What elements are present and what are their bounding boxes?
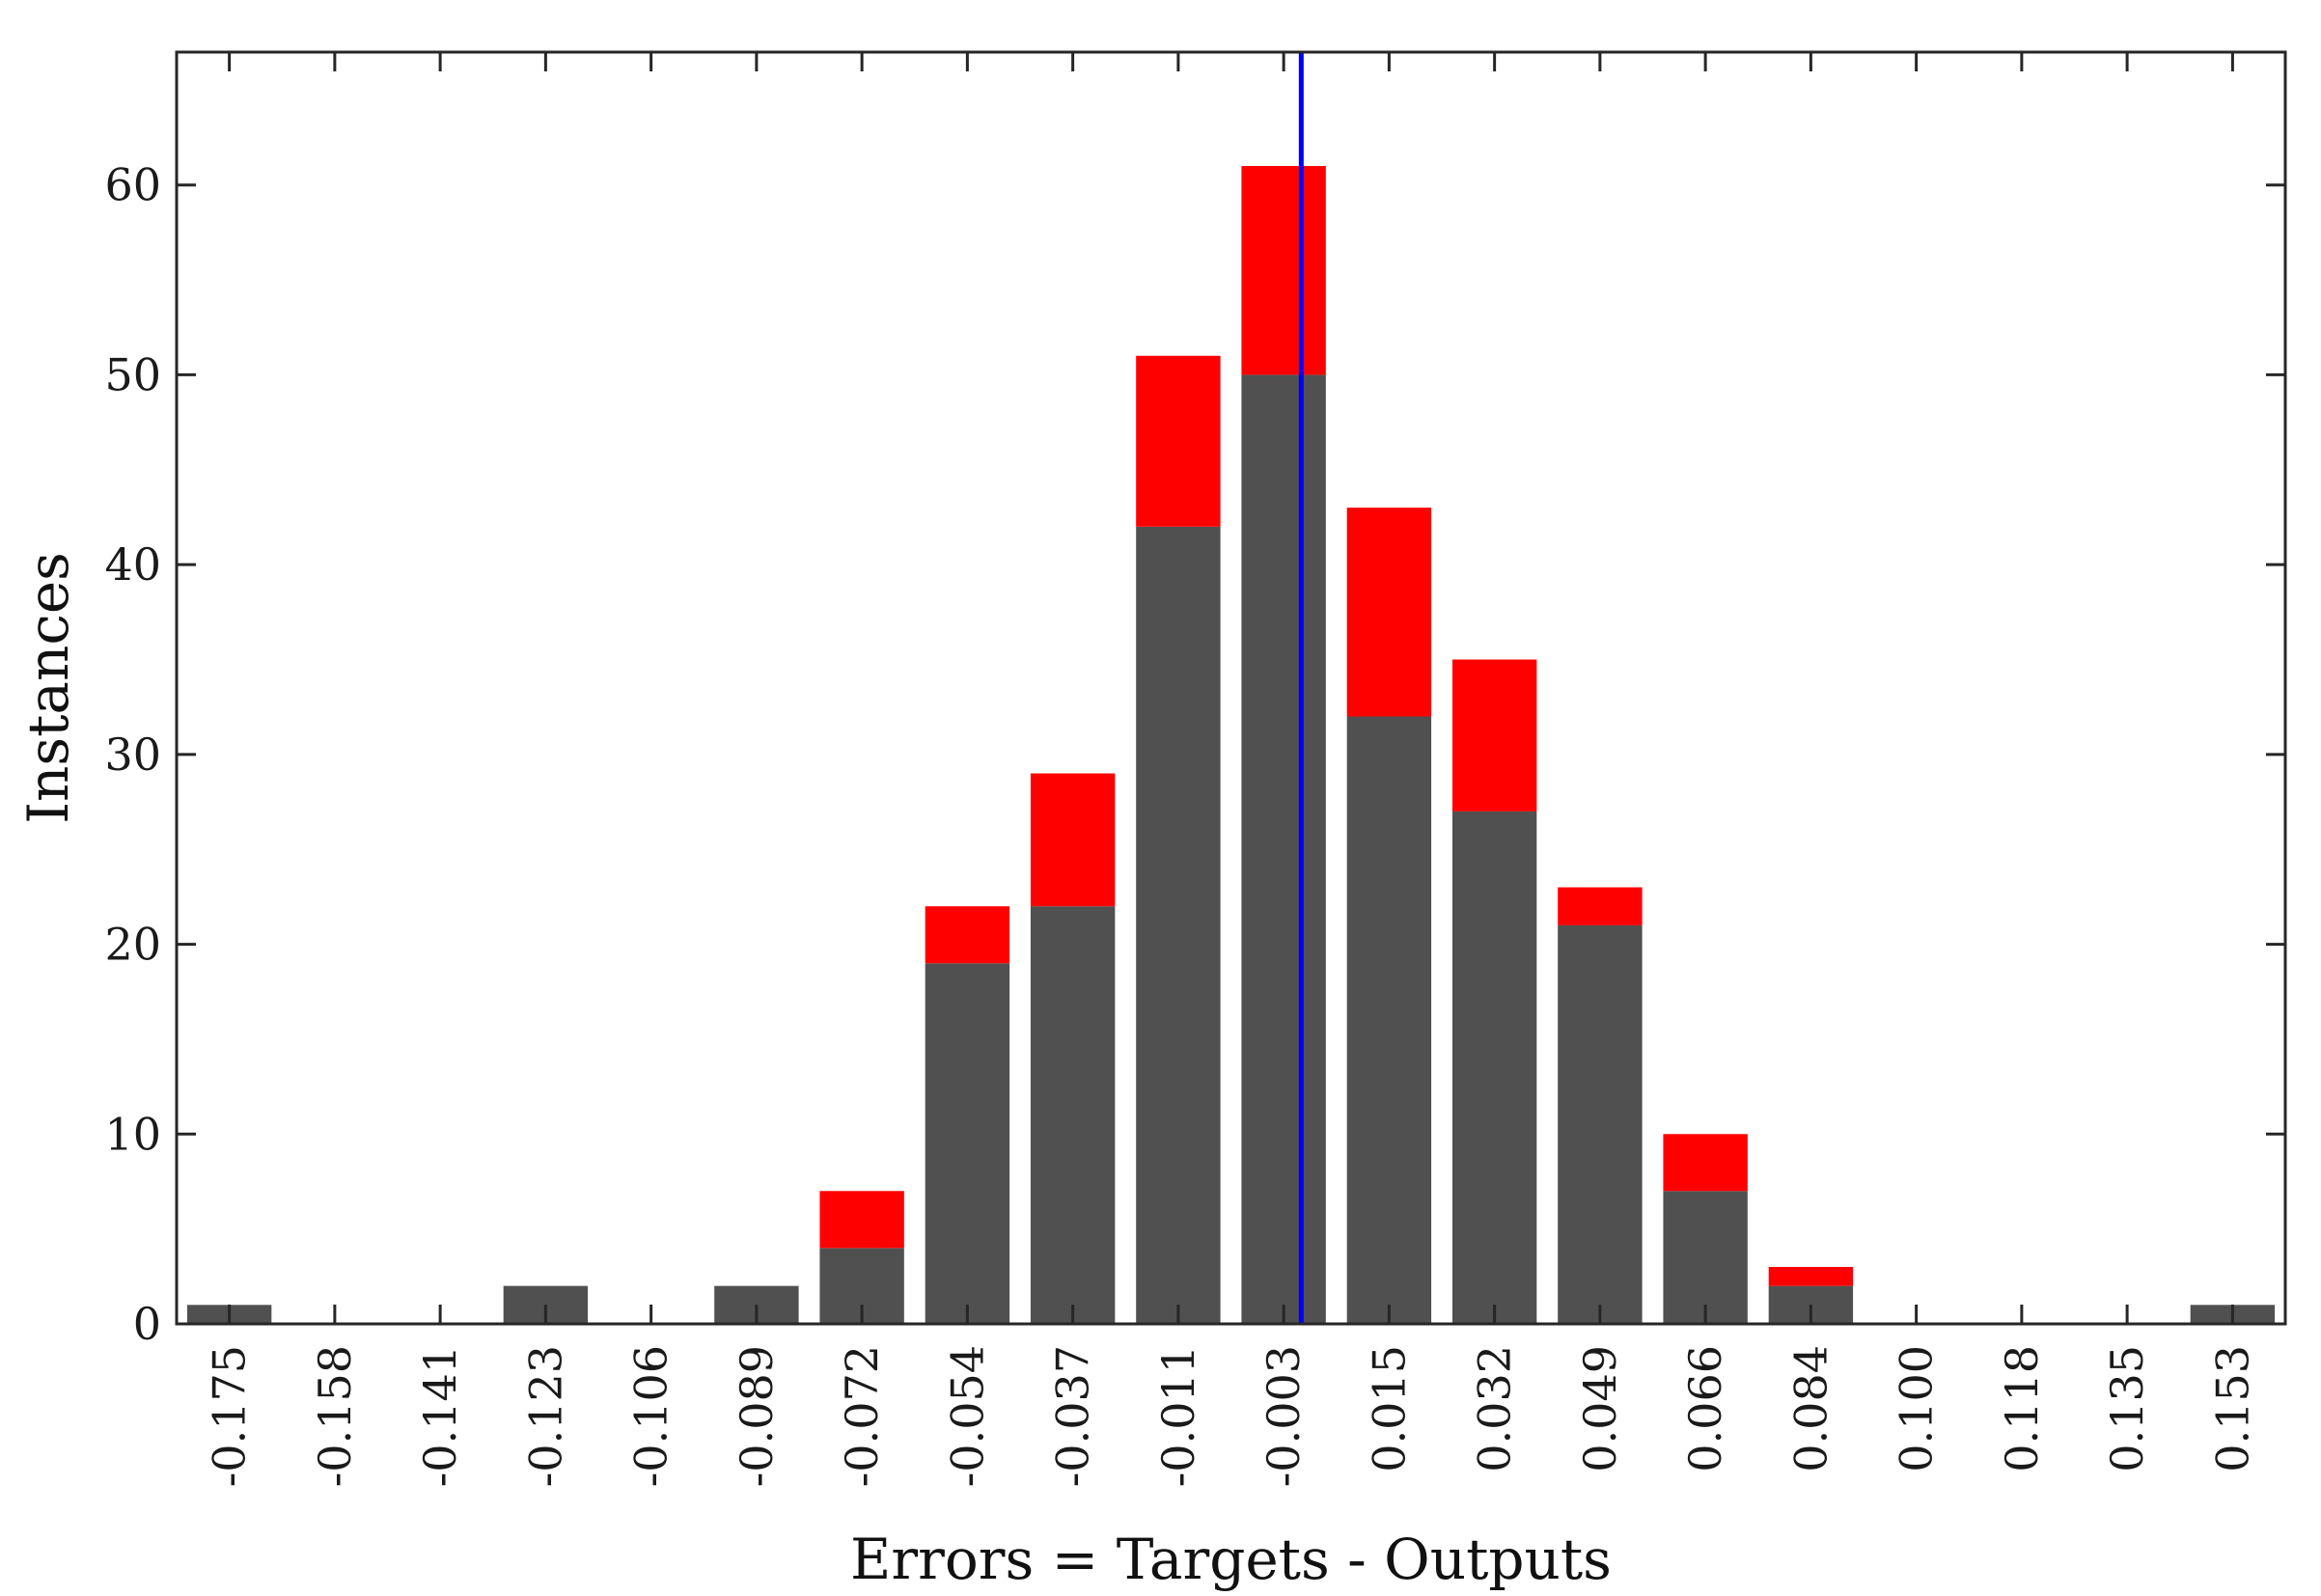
bar-series0-12 bbox=[1451, 811, 1537, 1324]
y-tick-label-5: 50 bbox=[104, 348, 161, 400]
bar-series1-13 bbox=[1558, 887, 1643, 925]
x-tick-label-5: -0.089 bbox=[731, 1345, 783, 1487]
bar-series0-7 bbox=[925, 963, 1010, 1324]
bar-series0-11 bbox=[1346, 716, 1432, 1324]
bar-series0-14 bbox=[1663, 1191, 1748, 1324]
x-tick-label-11: 0.015 bbox=[1363, 1345, 1415, 1472]
bars-layer bbox=[186, 166, 2276, 1324]
x-tick-label-1: -0.158 bbox=[309, 1345, 361, 1487]
x-tick-label-18: 0.135 bbox=[2101, 1345, 2153, 1472]
x-tick-label-17: 0.118 bbox=[1996, 1345, 2048, 1472]
x-tick-label-4: -0.106 bbox=[625, 1345, 677, 1487]
x-tick-label-13: 0.049 bbox=[1574, 1345, 1626, 1472]
x-tick-label-10: -0.003 bbox=[1257, 1345, 1310, 1487]
x-tick-label-19: 0.153 bbox=[2206, 1345, 2258, 1472]
y-tick-label-1: 10 bbox=[104, 1108, 161, 1160]
y-axis-label: Instances bbox=[15, 552, 81, 824]
plot-area-frame bbox=[175, 50, 2287, 1326]
bar-series1-10 bbox=[1241, 166, 1326, 375]
y-tick-label-6: 60 bbox=[104, 159, 161, 211]
x-tick-label-12: 0.032 bbox=[1469, 1345, 1521, 1472]
y-tick-label-0: 0 bbox=[133, 1298, 161, 1350]
x-tick-label-3: -0.123 bbox=[519, 1345, 571, 1487]
x-tick-label-0: -0.175 bbox=[204, 1345, 256, 1487]
ticks-layer bbox=[177, 52, 2285, 1326]
x-tick-label-14: 0.066 bbox=[1679, 1345, 1731, 1472]
bar-series1-6 bbox=[819, 1191, 904, 1249]
tick-labels-layer: -0.175 -0.158 -0.141 -0.123 -0.106 -0.089 -0.0… bbox=[104, 159, 2258, 1488]
bar-series1-8 bbox=[1030, 773, 1116, 907]
x-tick-label-6: -0.072 bbox=[836, 1345, 888, 1487]
bar-series1-12 bbox=[1451, 659, 1537, 812]
y-tick-label-2: 20 bbox=[104, 919, 161, 971]
x-tick-label-9: -0.011 bbox=[1152, 1345, 1204, 1487]
bar-series0-9 bbox=[1136, 526, 1221, 1324]
x-tick-label-15: 0.084 bbox=[1784, 1345, 1837, 1472]
y-tick-label-3: 30 bbox=[104, 729, 161, 781]
x-tick-label-2: -0.141 bbox=[414, 1345, 466, 1487]
x-tick-label-8: -0.037 bbox=[1047, 1345, 1099, 1487]
bar-series1-14 bbox=[1663, 1134, 1748, 1192]
bar-series1-11 bbox=[1346, 508, 1432, 717]
x-tick-label-16: 0.100 bbox=[1891, 1345, 1943, 1472]
y-tick-label-4: 40 bbox=[104, 538, 161, 591]
bar-series1-9 bbox=[1136, 355, 1221, 527]
bar-series0-8 bbox=[1030, 906, 1116, 1324]
bar-series0-13 bbox=[1558, 924, 1643, 1324]
x-tick-label-7: -0.054 bbox=[941, 1345, 993, 1487]
bar-series0-10 bbox=[1241, 374, 1326, 1324]
bar-series1-15 bbox=[1768, 1266, 1854, 1286]
x-axis-label: Errors = Targets - Outputs bbox=[850, 1527, 1612, 1592]
bar-series1-7 bbox=[925, 906, 1010, 964]
